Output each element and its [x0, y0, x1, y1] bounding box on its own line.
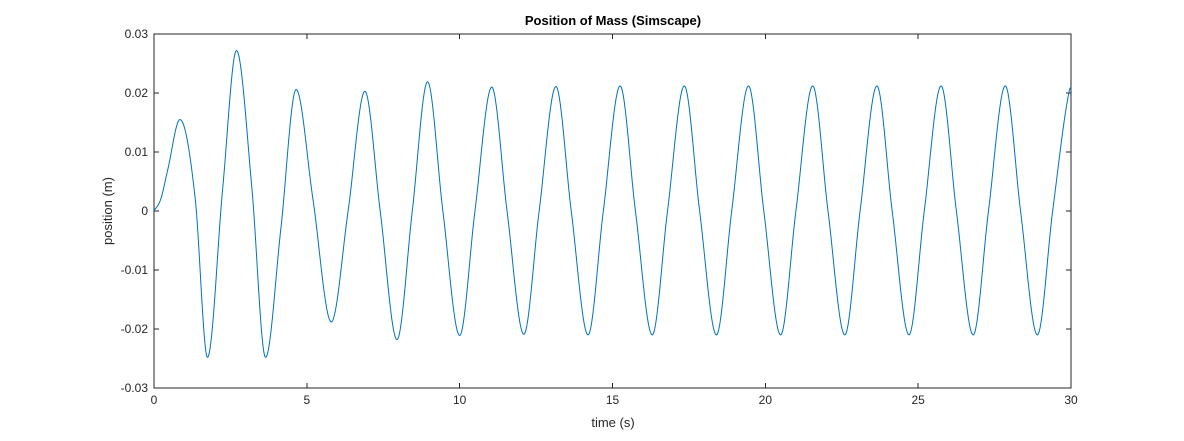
x-tick-label: 15: [606, 393, 620, 407]
x-tick-label: 20: [759, 393, 773, 407]
y-tick-label: -0.01: [121, 263, 149, 277]
position-series-line: [153, 50, 1072, 358]
x-axis-label: time (s): [591, 415, 634, 430]
y-tick-label: 0.03: [125, 27, 149, 41]
y-axis-label: position (m): [100, 177, 115, 245]
x-tick-label: 10: [453, 393, 467, 407]
y-tick-label: -0.02: [121, 322, 149, 336]
plot-area: [153, 33, 1072, 389]
y-tick-label: 0.02: [125, 86, 149, 100]
x-tick-label: 5: [303, 393, 310, 407]
x-tick-label: 30: [1064, 393, 1078, 407]
y-tick-label: 0.01: [125, 145, 149, 159]
x-tick-label: 25: [911, 393, 925, 407]
y-tick-label: 0: [141, 204, 148, 218]
chart-title: Position of Mass (Simscape): [525, 13, 701, 28]
x-tick-label: 0: [151, 393, 158, 407]
y-tick-label: -0.03: [121, 381, 149, 395]
